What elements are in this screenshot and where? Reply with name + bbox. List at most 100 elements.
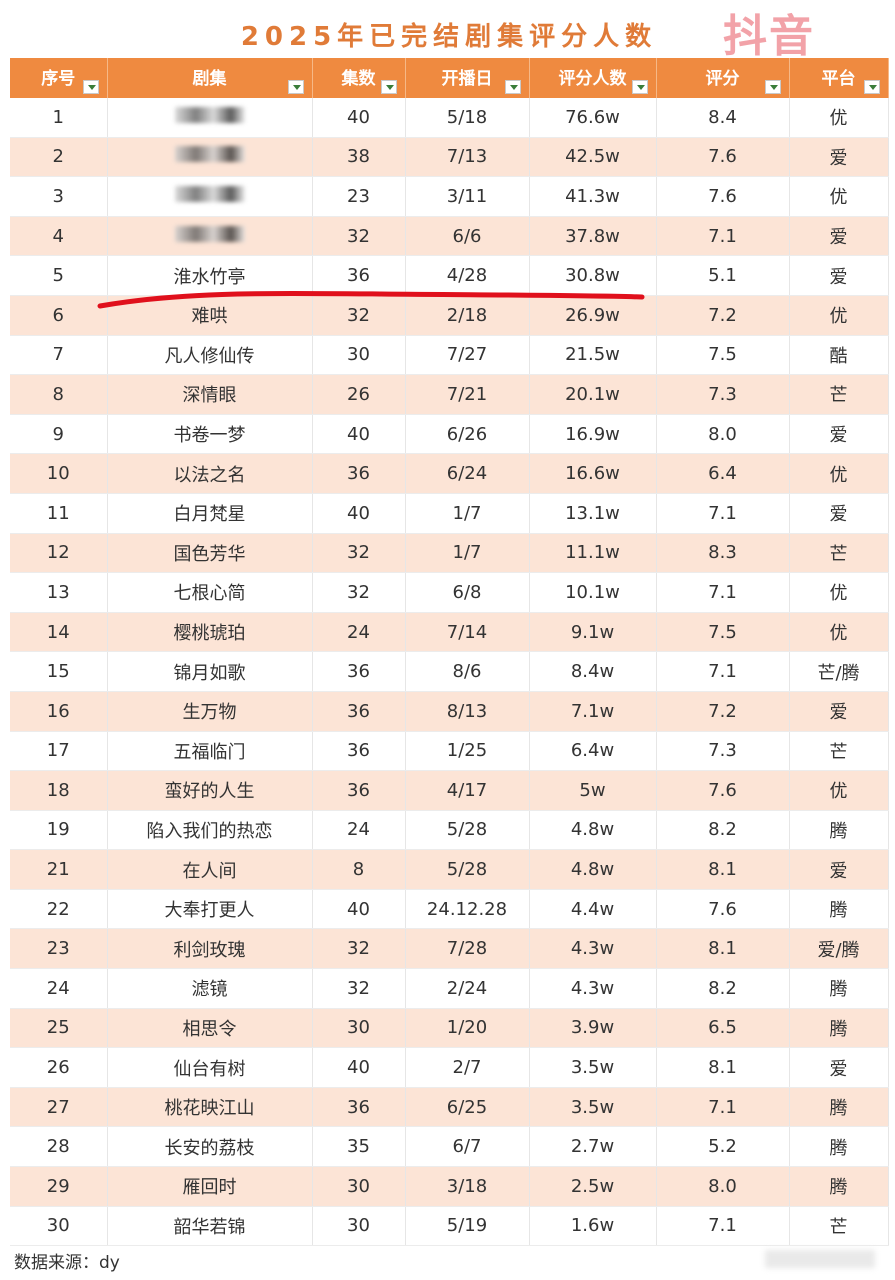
cell-no: 17 xyxy=(10,731,108,772)
table-row: 30 韶华若锦 30 5/19 1.6w 7.1 芒 xyxy=(10,1206,889,1247)
cell-no: 21 xyxy=(10,849,108,890)
table-row: 22 大奉打更人 40 24.12.28 4.4w 7.6 腾 xyxy=(10,889,889,930)
cell-platform: 优 xyxy=(789,453,889,494)
filter-dropdown-icon[interactable] xyxy=(82,80,99,94)
cell-no: 30 xyxy=(10,1206,108,1247)
table-row: 10 以法之名 36 6/24 16.6w 6.4 优 xyxy=(10,453,889,494)
cell-count: 76.6w xyxy=(529,98,657,138)
cell-date: 6/25 xyxy=(405,1087,530,1128)
column-header: 序号 xyxy=(10,58,108,98)
cell-platform: 爱 xyxy=(789,255,889,296)
cell-count: 7.1w xyxy=(529,691,657,732)
cell-count: 2.5w xyxy=(529,1166,657,1207)
column-header: 评分人数 xyxy=(529,58,657,98)
cell-eps: 30 xyxy=(312,1008,406,1049)
cell-date: 3/18 xyxy=(405,1166,530,1207)
douyin-watermark: 抖音 xyxy=(723,11,815,62)
cell-score: 7.6 xyxy=(656,770,790,811)
cell-date: 1/7 xyxy=(405,493,530,534)
column-header: 开播日 xyxy=(405,58,530,98)
cell-name: 五福临门 xyxy=(107,731,313,772)
cell-name xyxy=(107,216,313,257)
cell-name xyxy=(107,176,313,217)
filter-dropdown-icon[interactable] xyxy=(764,80,781,94)
cell-eps: 24 xyxy=(312,612,406,653)
cell-date: 2/7 xyxy=(405,1047,530,1088)
cell-score: 5.2 xyxy=(656,1126,790,1168)
cell-eps: 30 xyxy=(312,1206,406,1247)
cell-platform: 腾 xyxy=(789,1126,889,1168)
cell-platform: 芒 xyxy=(789,731,889,772)
cell-count: 3.5w xyxy=(529,1087,657,1128)
cell-name: 樱桃琥珀 xyxy=(107,612,313,653)
cell-platform: 优 xyxy=(789,98,889,138)
cell-platform: 爱 xyxy=(789,849,889,890)
cell-count: 13.1w xyxy=(529,493,657,534)
cell-platform: 爱 xyxy=(789,493,889,534)
cell-platform: 腾 xyxy=(789,968,889,1009)
cell-eps: 36 xyxy=(312,1087,406,1128)
filter-dropdown-icon[interactable] xyxy=(504,80,521,94)
cell-eps: 35 xyxy=(312,1126,406,1168)
cell-platform: 腾 xyxy=(789,1087,889,1128)
cell-name: 凡人修仙传 xyxy=(107,335,313,376)
table-row: 15 锦月如歌 36 8/6 8.4w 7.1 芒/腾 xyxy=(10,651,889,692)
cell-score: 8.2 xyxy=(656,810,790,851)
filter-dropdown-icon[interactable] xyxy=(863,80,880,94)
cell-no: 9 xyxy=(10,414,108,455)
table-row: 11 白月梵星 40 1/7 13.1w 7.1 爱 xyxy=(10,493,889,534)
cell-date: 7/21 xyxy=(405,374,530,415)
cell-count: 26.9w xyxy=(529,295,657,336)
cell-name: 相思令 xyxy=(107,1008,313,1049)
cell-count: 6.4w xyxy=(529,731,657,772)
cell-date: 7/13 xyxy=(405,137,530,178)
cell-date: 1/25 xyxy=(405,731,530,772)
cell-date: 24.12.28 xyxy=(405,889,530,930)
cell-date: 4/28 xyxy=(405,255,530,296)
cell-score: 7.1 xyxy=(656,1087,790,1128)
cell-date: 8/6 xyxy=(405,651,530,692)
cell-date: 7/28 xyxy=(405,928,530,970)
cell-platform: 爱 xyxy=(789,414,889,455)
cell-count: 16.9w xyxy=(529,414,657,455)
cell-count: 3.5w xyxy=(529,1047,657,1088)
cell-name: 桃花映江山 xyxy=(107,1087,313,1128)
cell-eps: 36 xyxy=(312,255,406,296)
cell-eps: 40 xyxy=(312,493,406,534)
cell-platform: 腾 xyxy=(789,1166,889,1207)
cell-count: 8.4w xyxy=(529,651,657,692)
cell-eps: 30 xyxy=(312,335,406,376)
cell-count: 21.5w xyxy=(529,335,657,376)
cell-no: 26 xyxy=(10,1047,108,1088)
cell-platform: 优 xyxy=(789,770,889,811)
cell-date: 7/14 xyxy=(405,612,530,653)
cell-no: 15 xyxy=(10,651,108,692)
table-row: 21 在人间 8 5/28 4.8w 8.1 爱 xyxy=(10,849,889,890)
cell-platform: 芒 xyxy=(789,533,889,574)
data-source-note: 数据来源：dy xyxy=(14,1253,120,1273)
cell-no: 19 xyxy=(10,810,108,851)
cell-score: 7.1 xyxy=(656,572,790,613)
cell-platform: 优 xyxy=(789,176,889,217)
cell-platform: 爱 xyxy=(789,691,889,732)
cell-date: 5/28 xyxy=(405,849,530,890)
cell-date: 1/7 xyxy=(405,533,530,574)
cell-no: 8 xyxy=(10,374,108,415)
filter-dropdown-icon[interactable] xyxy=(631,80,648,94)
cell-no: 2 xyxy=(10,137,108,178)
cell-eps: 32 xyxy=(312,928,406,970)
cell-score: 7.5 xyxy=(656,335,790,376)
filter-dropdown-icon[interactable] xyxy=(287,80,304,94)
cell-no: 24 xyxy=(10,968,108,1009)
table-row: 29 雁回时 30 3/18 2.5w 8.0 腾 xyxy=(10,1166,889,1207)
cell-platform: 芒/腾 xyxy=(789,651,889,692)
filter-dropdown-icon[interactable] xyxy=(380,80,397,94)
cell-platform: 酷 xyxy=(789,335,889,376)
cell-date: 2/18 xyxy=(405,295,530,336)
cell-eps: 36 xyxy=(312,651,406,692)
cell-name: 国色芳华 xyxy=(107,533,313,574)
cell-date: 4/17 xyxy=(405,770,530,811)
cell-score: 8.1 xyxy=(656,928,790,970)
cell-eps: 24 xyxy=(312,810,406,851)
cell-score: 8.2 xyxy=(656,968,790,1009)
